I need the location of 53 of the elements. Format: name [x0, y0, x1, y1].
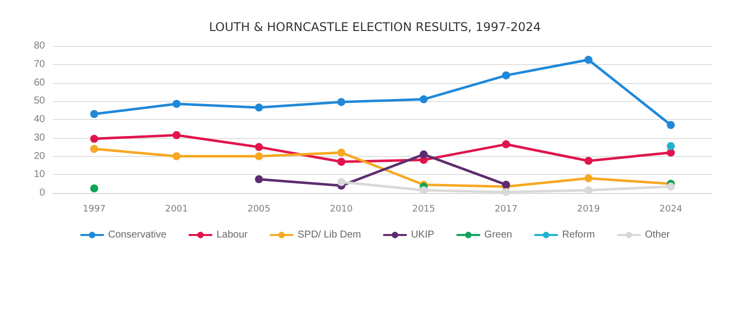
point — [584, 186, 592, 194]
point — [254, 104, 263, 112]
point — [502, 188, 510, 196]
chart-title: LOUTH & HORNCASTLE ELECTION RESULTS, 1997-2024 — [209, 20, 541, 34]
y-tick-label: 10 — [34, 169, 46, 180]
legend-label: SPD/ Lib Dem — [298, 230, 361, 240]
y-tick-label: 20 — [34, 150, 46, 162]
y-tick-label: 30 — [34, 132, 46, 144]
point — [90, 184, 98, 192]
x-tick-label: 2001 — [165, 204, 188, 214]
legend-label: Labour — [216, 230, 248, 240]
x-tick-label: 2005 — [247, 204, 270, 214]
point — [420, 186, 428, 194]
y-tick-label: 70 — [34, 58, 46, 70]
point — [337, 178, 346, 186]
point — [666, 142, 675, 150]
x-tick-label: 2024 — [659, 204, 683, 214]
x-tick-label: 1997 — [82, 204, 106, 214]
legend-label: Reform — [562, 230, 595, 240]
legend-label: UKIP — [410, 230, 435, 240]
y-tick-label: 40 — [34, 114, 46, 125]
point — [337, 98, 346, 106]
x-tick-label: 2015 — [412, 204, 436, 214]
point — [420, 95, 428, 104]
point — [584, 174, 592, 182]
point — [502, 140, 510, 148]
point — [502, 71, 510, 80]
point — [172, 152, 181, 160]
point — [254, 143, 263, 152]
y-tick-label: 50 — [34, 96, 46, 107]
y-tick-label: 80 — [34, 40, 46, 52]
y-tick-label: 60 — [34, 77, 46, 88]
legend-label: Conservative — [108, 230, 167, 240]
point — [90, 110, 98, 118]
point — [337, 158, 346, 166]
legend-label: Green — [484, 230, 512, 240]
point — [666, 121, 675, 130]
point — [666, 182, 675, 191]
point — [420, 150, 428, 158]
point — [584, 56, 592, 64]
point — [254, 152, 263, 160]
x-tick-label: 2010 — [330, 204, 354, 214]
y-tick-label: 0 — [39, 188, 46, 198]
x-tick-label: 2017 — [494, 204, 518, 214]
point — [172, 100, 181, 108]
point — [337, 148, 346, 157]
point — [90, 144, 98, 153]
point — [90, 134, 98, 143]
x-tick-label: 2019 — [576, 204, 600, 214]
legend-label: Other — [644, 230, 671, 240]
point — [584, 156, 592, 165]
point — [254, 175, 263, 184]
point — [172, 131, 181, 140]
